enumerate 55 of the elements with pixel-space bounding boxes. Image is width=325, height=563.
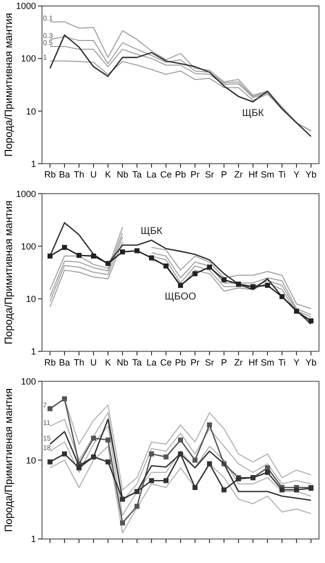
x-tick-label: U [90,357,97,368]
x-tick-label: Pr [190,170,200,180]
y-tick-label: 10 [26,455,36,466]
x-tick-label: Rb [44,170,56,180]
annotation: ЩБК [140,226,163,238]
x-tick-label: P [220,357,228,368]
x-tick-label: Ba [58,170,70,180]
x-tick-label: K [104,170,112,180]
x-tick-label: Y [293,170,300,180]
x-tick-label: Zr [234,357,243,368]
x-tick-label: Ce [160,357,172,368]
x-tick-label: Pb [174,357,186,368]
x-tick-label: Nb [116,170,128,180]
y-tick-label: 1 [30,158,36,169]
x-tick-label: Yb [305,170,317,180]
x-tick-label: Ba [58,357,70,368]
x-tick-label: Ce [160,170,172,180]
y-tick-label: 100 [20,376,36,386]
x-tick-label: P [220,170,228,180]
y-tick-label: 10 [26,294,36,304]
x-tick-label: Th [74,170,84,180]
y-tick-label: 100 [20,54,36,64]
y-axis-title: Порода/Примитивная мантия [3,200,15,344]
x-tick-label: Sr [205,170,214,180]
y-tick-label: 100 [20,241,36,252]
y-tick-label: 1000 [16,188,36,199]
x-tick-label: Th [74,357,84,368]
x-tick-label: Yb [305,357,317,368]
x-tick-label: Ti [278,357,286,368]
x-tick-label: Pr [190,357,200,368]
y-axis-title: Порода/Примитивная мантия [3,388,15,532]
x-tick-label: Nb [116,357,128,368]
x-tick-label: Ta [132,357,142,368]
x-tick-label: La [146,170,157,180]
x-tick-label: Zr [234,170,243,180]
x-tick-label: Ta [132,170,142,180]
annotation: ЩБОО [164,291,196,302]
annotation: ЩБК [242,108,264,119]
x-tick-label: Hf [248,170,258,180]
x-tick-label: Ti [278,170,286,180]
x-tick-label: Sm [260,170,274,180]
x-tick-label: Sm [260,357,274,368]
x-tick-label: Pb [174,170,186,180]
y-tick-label: 1 [30,534,36,544]
x-tick-label: Hf [248,357,258,368]
x-tick-label: Rb [44,357,56,368]
x-tick-label: Sr [205,357,214,368]
y-axis-title: Порода/Примитивная мантия [3,12,15,157]
x-tick-label: K [104,357,112,368]
y-tick-label: 1 [30,346,36,356]
y-tick-label: 10 [26,106,36,116]
y-tick-label: 1000 [16,1,36,12]
x-tick-label: La [146,357,157,368]
x-tick-label: Y [293,357,300,368]
x-tick-label: U [90,170,97,180]
